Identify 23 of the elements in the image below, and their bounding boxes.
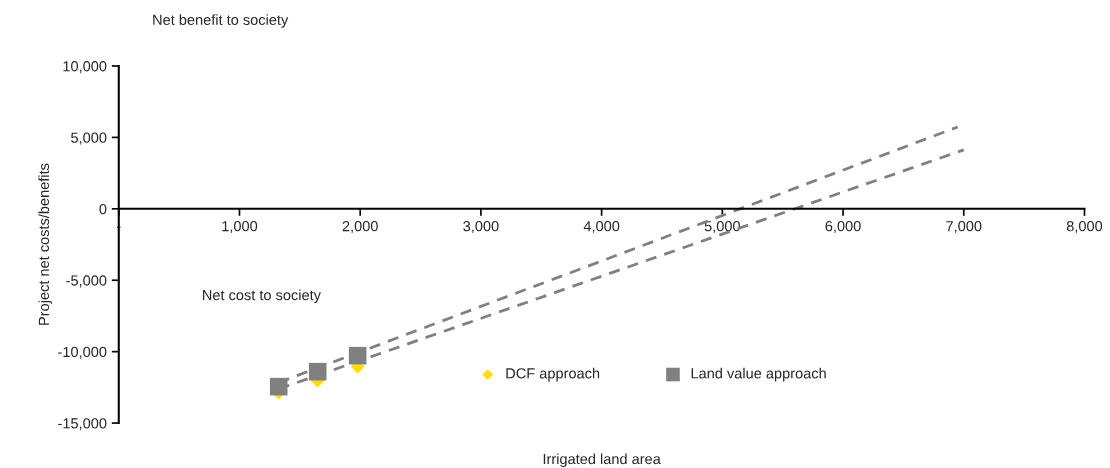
y-tick-label: 0 <box>99 203 107 215</box>
x-tick-label: 7,000 <box>946 221 982 234</box>
legend-label: DCF approach <box>506 367 600 382</box>
y-tick-label: -5,000 <box>66 275 107 288</box>
y-tick-label: -10,000 <box>58 346 107 359</box>
x-tick-label: 6,000 <box>825 221 861 234</box>
point <box>348 346 367 365</box>
annotation: Net cost to society <box>203 289 321 304</box>
point <box>308 362 327 381</box>
y-tick-label: -15,000 <box>58 418 107 431</box>
point <box>269 377 288 396</box>
x-tick-label: 3,000 <box>463 221 499 234</box>
y-tick-label: 10,000 <box>63 61 107 74</box>
x-tick-label: 4,000 <box>583 221 620 234</box>
text: Net benefit to society <box>153 14 289 28</box>
legend-label: Land value approach <box>691 367 826 382</box>
x-tick-label: - <box>116 226 121 228</box>
y-tick-label: 5,000 <box>71 132 107 145</box>
x-tick-label: 1,000 <box>222 221 258 234</box>
y-axis-title: Project net costs/benefits <box>38 163 52 325</box>
x-tick-label: 8,000 <box>1066 221 1103 234</box>
x-axis-title: Irrigated land area <box>543 453 661 468</box>
x-tick-label: 2,000 <box>342 221 378 234</box>
